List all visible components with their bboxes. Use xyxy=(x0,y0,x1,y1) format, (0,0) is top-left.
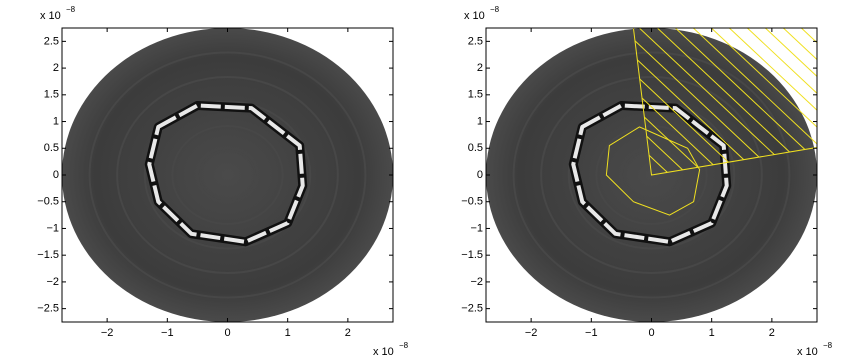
y-multiplier: x 10 xyxy=(40,10,61,22)
x-tick-label: 0 xyxy=(224,327,230,339)
ripple xyxy=(143,100,312,250)
x-exponent: −8 xyxy=(399,341,409,350)
x-tick-label: −2 xyxy=(525,327,538,339)
y-tick-label: −1 xyxy=(46,222,59,234)
y-tick-label: 1 xyxy=(53,115,59,127)
y-exponent: −8 xyxy=(66,5,76,14)
y-tick-label: −2 xyxy=(46,276,59,288)
y-tick-label: −0.5 xyxy=(37,196,59,208)
x-tick-label: 0 xyxy=(648,327,654,339)
hatch-line xyxy=(725,28,817,176)
ripple xyxy=(198,149,257,201)
hatch-line xyxy=(630,28,817,176)
y-tick-label: 1 xyxy=(477,115,483,127)
y-tick-label: 1.5 xyxy=(44,89,59,101)
ripple xyxy=(116,76,339,274)
x-multiplier: x 10 xyxy=(373,346,394,358)
ripple xyxy=(512,51,791,299)
y-exponent: −8 xyxy=(490,5,500,14)
hatch-line xyxy=(761,28,817,176)
y-tick-label: 2.5 xyxy=(44,35,59,47)
y-tick-label: −1.5 xyxy=(461,249,483,261)
x-tick-label: 1 xyxy=(285,327,291,339)
x-multiplier: x 10 xyxy=(797,346,818,358)
y-tick-label: −1.5 xyxy=(37,249,59,261)
y-multiplier: x 10 xyxy=(464,10,485,22)
ripple xyxy=(567,100,736,250)
ripple xyxy=(540,76,763,274)
x-tick-label: −1 xyxy=(585,327,598,339)
y-tick-label: −1 xyxy=(470,222,483,234)
y-tick-label: 1.5 xyxy=(468,89,483,101)
x-tick-label: 2 xyxy=(769,327,775,339)
y-tick-label: 2 xyxy=(53,62,59,74)
panel: −2.5−2−1.5−1−0.500.511.522.5−2 −1 0 1 2x 10−… xyxy=(37,5,408,358)
x-tick-label: 1 xyxy=(709,327,715,339)
hatch-line xyxy=(630,28,817,176)
ripple xyxy=(88,51,367,299)
y-tick-label: −2.5 xyxy=(37,303,59,315)
hatch-line xyxy=(671,28,817,176)
hatch-line xyxy=(689,28,817,176)
hatch-line xyxy=(743,28,817,176)
hatch-line xyxy=(630,28,813,176)
hatch-line xyxy=(815,28,817,176)
y-tick-label: 2 xyxy=(477,62,483,74)
y-tick-label: 0 xyxy=(53,169,59,181)
y-tick-label: −2.5 xyxy=(461,303,483,315)
wedge-outline xyxy=(632,28,817,176)
ring xyxy=(571,103,729,244)
x-tick-label: 2 xyxy=(345,327,351,339)
ripple xyxy=(622,149,681,201)
ring xyxy=(147,103,305,244)
disk xyxy=(62,28,393,322)
region-outline xyxy=(605,126,701,216)
y-tick-label: 0.5 xyxy=(468,142,483,154)
y-tick-label: −2 xyxy=(470,276,483,288)
y-tick-label: 0 xyxy=(477,169,483,181)
y-tick-label: −0.5 xyxy=(461,196,483,208)
x-exponent: −8 xyxy=(823,341,833,350)
y-tick-label: 0.5 xyxy=(44,142,59,154)
hatch-line xyxy=(630,28,817,176)
ripple xyxy=(595,125,708,225)
hatch-line xyxy=(707,28,817,176)
hatch-line xyxy=(630,28,817,176)
ripple xyxy=(171,125,284,225)
x-tick-label: −1 xyxy=(161,327,174,339)
panel: −2.5−2−1.5−1−0.500.511.522.5−2 −1 0 1 2x 10−… xyxy=(461,5,844,358)
x-tick-label: −2 xyxy=(101,327,114,339)
hatch-line xyxy=(834,8,844,308)
y-tick-label: 2.5 xyxy=(468,35,483,47)
